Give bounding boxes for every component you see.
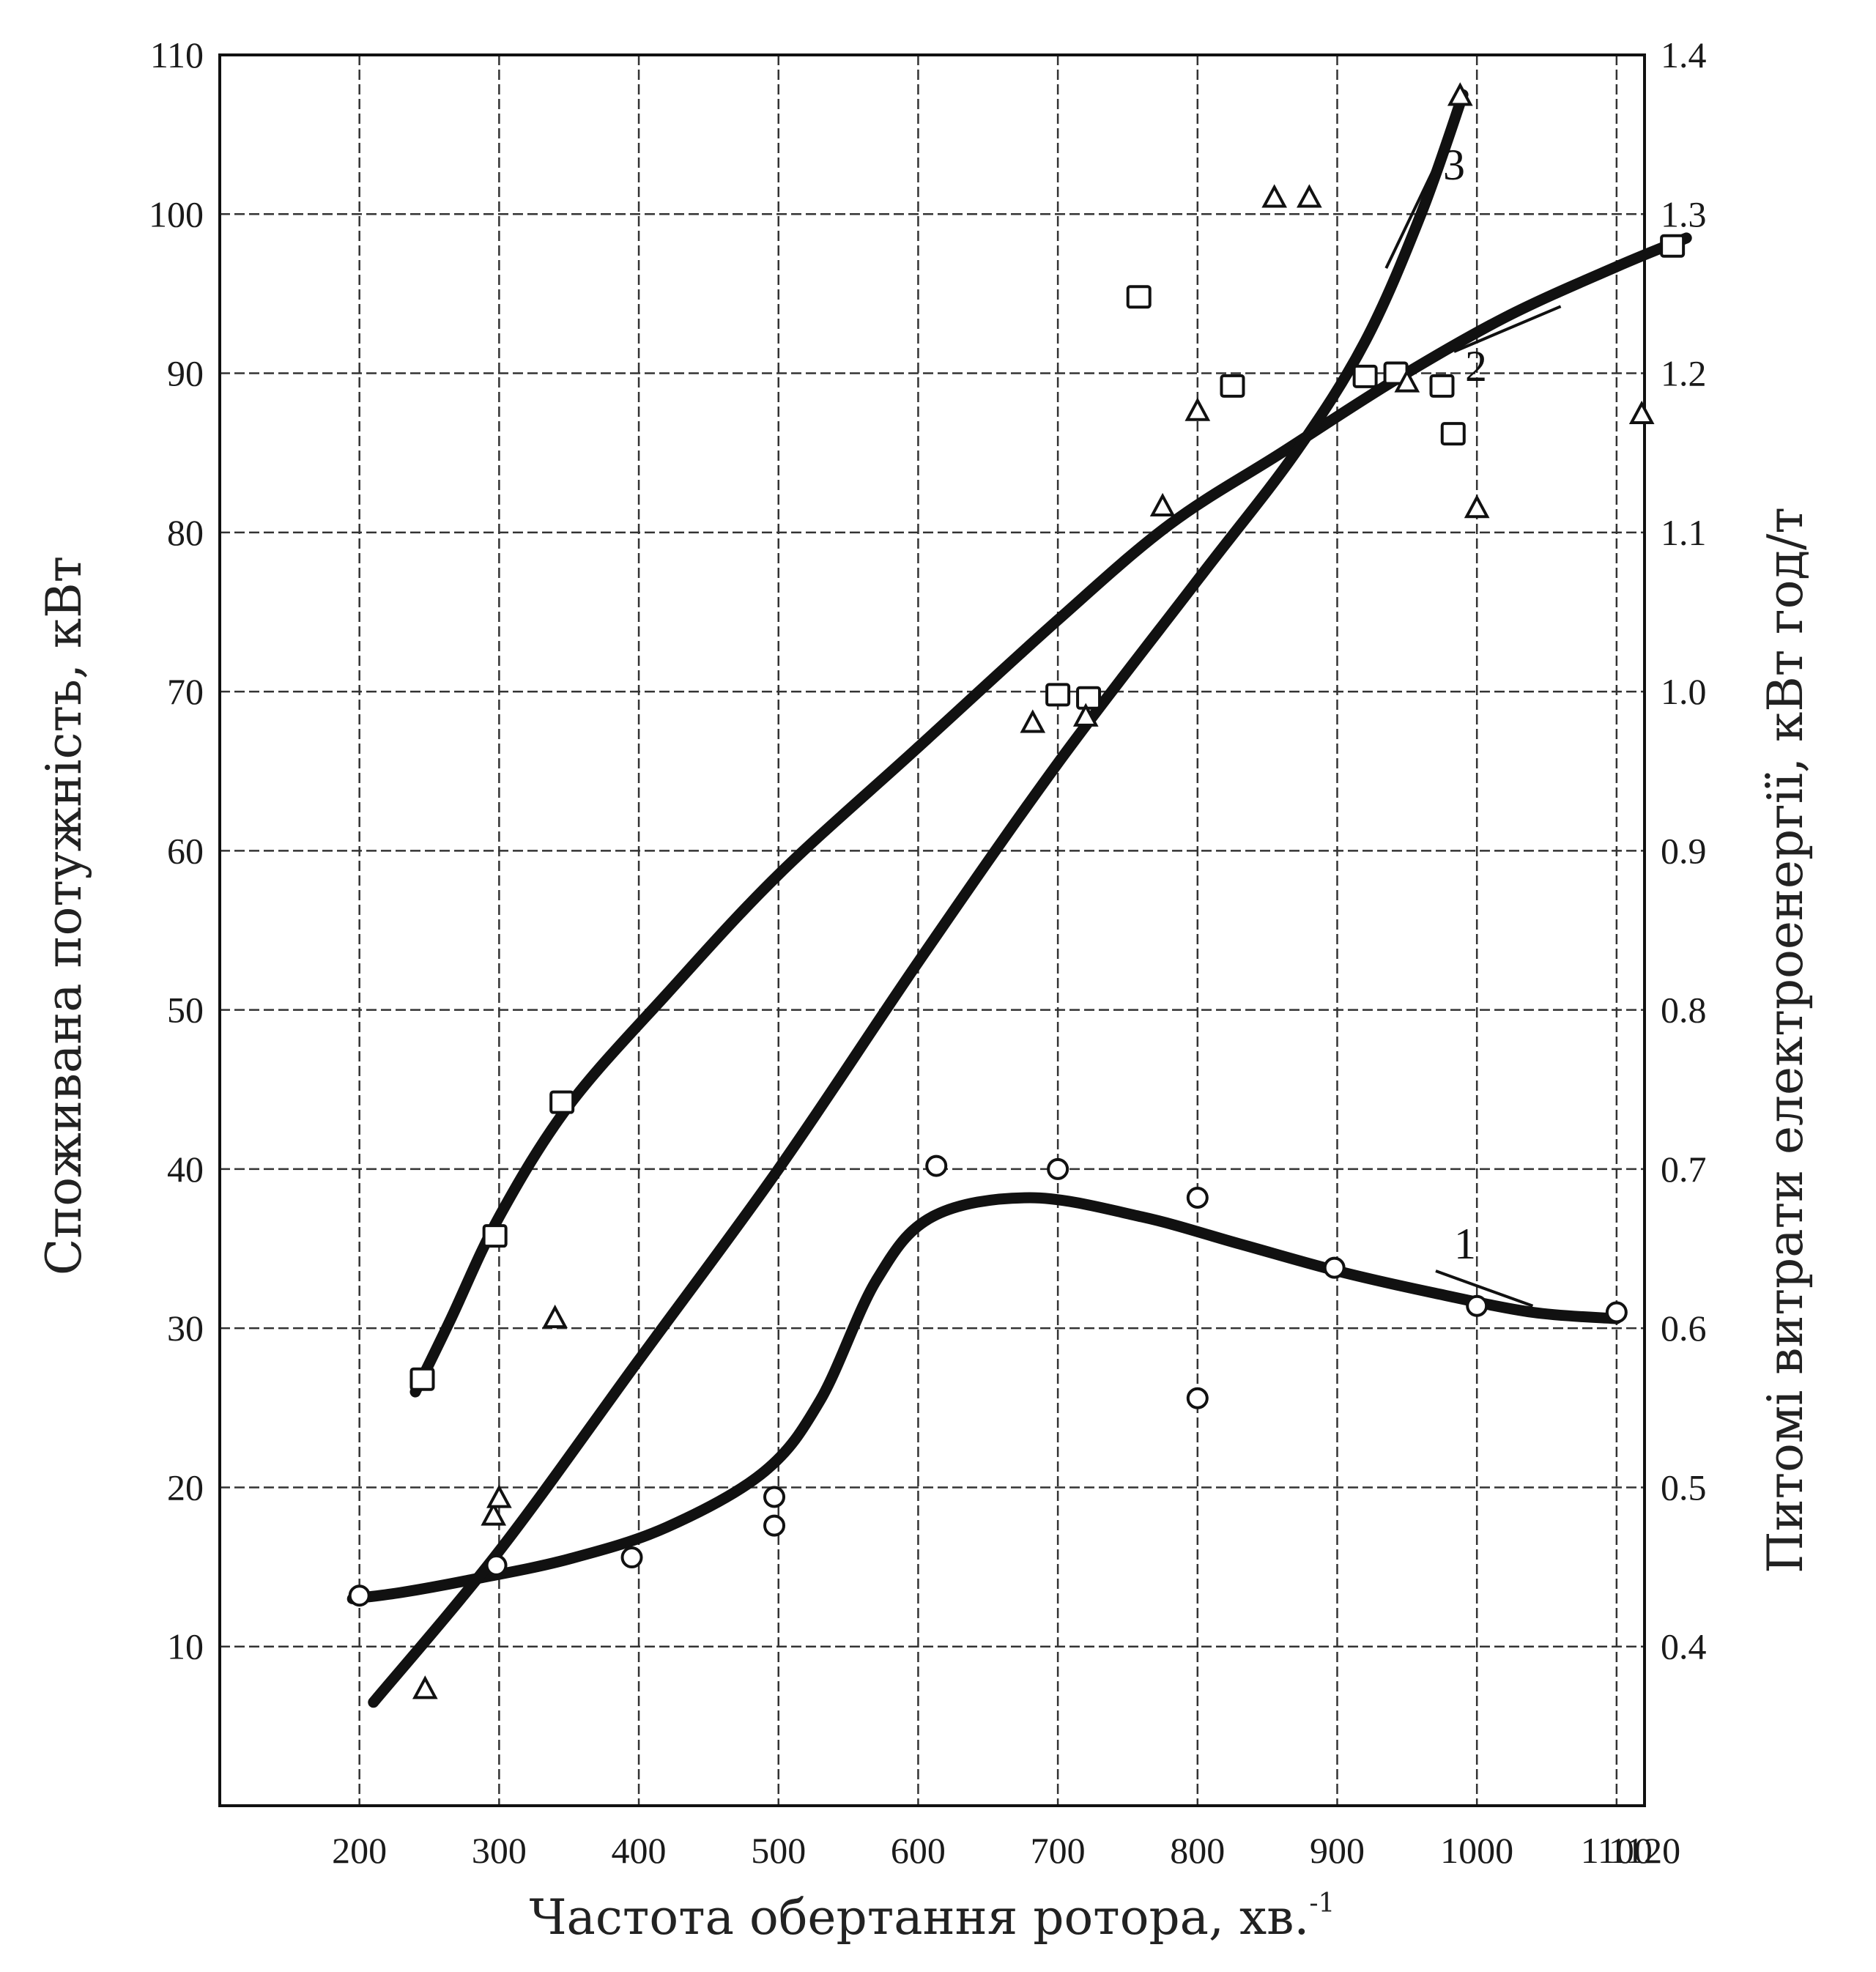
data-point-triangle [1261, 184, 1288, 208]
data-point-triangle [1149, 492, 1176, 517]
data-point-square [1660, 234, 1686, 258]
data-point-square [1429, 374, 1455, 398]
x-tick-label: 900 [1310, 1830, 1365, 1871]
y-right-tick-label: 0.8 [1661, 990, 1707, 1031]
series-curves [346, 89, 1692, 1708]
y-left-axis-title: Споживана потужність, кВт [36, 556, 92, 1275]
curve-label-3: 3 [1443, 141, 1465, 189]
x-tick-label: 1000 [1440, 1830, 1513, 1871]
y-right-tick-label: 1.0 [1661, 671, 1707, 712]
curve-label-1: 1 [1454, 1220, 1476, 1268]
curve-labels: 1 2 3 [1384, 141, 1562, 1308]
data-point-triangle [1394, 368, 1420, 393]
data-point-circle [763, 1514, 786, 1537]
curve-label-leader [1384, 164, 1437, 270]
y-left-tick-label: 80 [167, 512, 204, 553]
data-point-triangle [1297, 184, 1322, 208]
data-point-circle [1466, 1294, 1488, 1317]
y-left-axis-ticks: 10 20 30 40 50 60 70 80 90 100 110 [149, 34, 204, 1667]
y-right-tick-label: 0.9 [1661, 830, 1707, 871]
data-point-square [1220, 374, 1245, 398]
data-point-triangle [1184, 397, 1211, 421]
data-point-triangle [412, 1675, 438, 1699]
data-point-triangle [1072, 703, 1099, 727]
plot-frame [218, 53, 1646, 1807]
y-left-tick-label: 50 [167, 990, 204, 1031]
x-tick-label: 1100 [1581, 1830, 1653, 1871]
grid [220, 55, 1645, 1806]
y-left-tick-label: 70 [167, 671, 204, 712]
data-point-square [482, 1224, 508, 1248]
data-point-triangle [542, 1304, 568, 1329]
y-right-axis-ticks: 0.4 0.5 0.6 0.7 0.8 0.9 1.0 1.1 1.2 1.3 1.4 [1661, 34, 1707, 1667]
data-point-triangle [1020, 709, 1046, 733]
data-point-square [549, 1090, 575, 1114]
x-tick-label: 400 [612, 1830, 667, 1871]
series-line-3 [368, 89, 1469, 1708]
data-point-square [1045, 683, 1071, 707]
data-point-circle [1323, 1256, 1346, 1279]
data-point-circle [485, 1554, 508, 1576]
y-right-tick-label: 1.2 [1661, 353, 1707, 394]
data-point-triangle [486, 1484, 512, 1508]
y-right-tick-label: 0.5 [1661, 1467, 1707, 1508]
data-point-circle [1186, 1387, 1209, 1409]
data-point-triangle [481, 1502, 507, 1526]
data-point-square [1126, 285, 1152, 309]
y-left-tick-label: 90 [167, 353, 204, 394]
y-right-tick-label: 0.4 [1661, 1626, 1707, 1667]
y-right-tick-label: 1.1 [1661, 512, 1707, 553]
x-tick-label: 1120 [1609, 1830, 1680, 1871]
data-points [348, 82, 1686, 1699]
data-point-triangle [1464, 494, 1490, 519]
y-right-tick-label: 1.3 [1661, 193, 1707, 234]
y-left-tick-label: 20 [167, 1467, 204, 1508]
data-point-circle [1186, 1187, 1209, 1209]
y-right-axis-title: Питомі витрати електроенергії, кВт год/т [1757, 507, 1814, 1573]
x-tick-label: 500 [751, 1830, 806, 1871]
y-left-tick-label: 30 [167, 1308, 204, 1349]
y-left-tick-label: 10 [167, 1626, 204, 1667]
data-point-triangle [1628, 400, 1655, 425]
x-axis-title-superscript: -1 [1309, 1888, 1335, 1919]
data-point-circle [348, 1584, 371, 1607]
x-axis-title: Частота обертання ротора, хв.-1 [530, 1888, 1335, 1946]
data-point-circle [1047, 1157, 1069, 1180]
y-right-tick-label: 1.4 [1661, 34, 1707, 75]
x-tick-label: 600 [891, 1830, 946, 1871]
y-right-tick-label: 0.6 [1661, 1308, 1707, 1349]
data-point-circle [620, 1546, 643, 1569]
series-line-1 [346, 1192, 1623, 1604]
y-left-tick-label: 110 [150, 34, 204, 75]
series-line-2 [409, 232, 1692, 1398]
x-tick-label: 800 [1170, 1830, 1225, 1871]
data-point-square [1352, 364, 1378, 388]
data-point-circle [1605, 1301, 1628, 1324]
x-tick-label: 200 [332, 1830, 387, 1871]
y-left-tick-label: 100 [149, 193, 204, 234]
data-point-square [1076, 686, 1102, 710]
data-point-square [1440, 422, 1466, 446]
x-tick-label: 300 [472, 1830, 527, 1871]
y-left-tick-label: 60 [167, 830, 204, 871]
curve-label-leader [1435, 1269, 1534, 1308]
data-point-triangle [1447, 82, 1473, 106]
x-axis-title-text: Частота обертання ротора, хв. [530, 1889, 1310, 1946]
data-point-square [409, 1367, 435, 1391]
x-tick-label: 700 [1031, 1830, 1086, 1871]
y-left-tick-label: 40 [167, 1149, 204, 1190]
data-point-circle [925, 1154, 948, 1177]
curve-label-2: 2 [1465, 342, 1487, 390]
y-right-tick-label: 0.7 [1661, 1149, 1707, 1190]
curve-label-leader [1453, 305, 1562, 353]
data-point-circle [763, 1486, 786, 1508]
